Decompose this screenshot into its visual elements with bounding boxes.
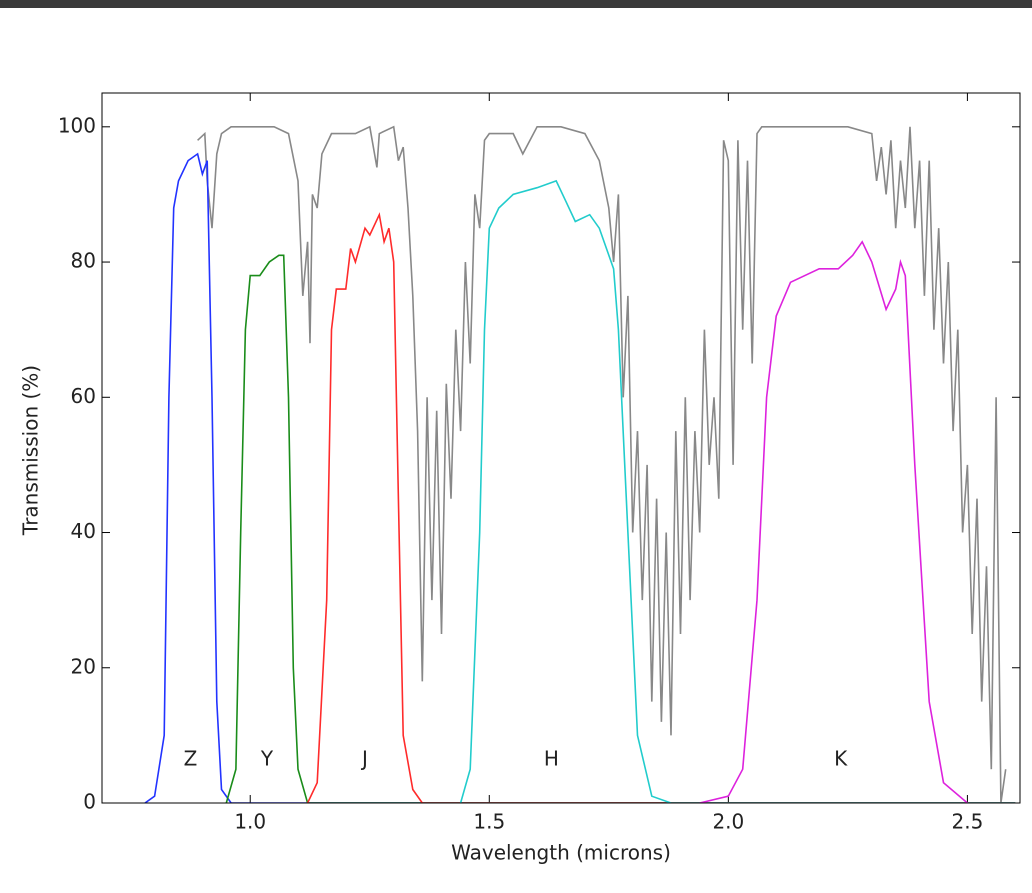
- y-tick-label: 80: [71, 249, 96, 273]
- y-tick-label: 40: [71, 519, 96, 543]
- x-tick-label: 2.5: [952, 810, 984, 834]
- band-label: Z: [184, 747, 198, 771]
- plot-frame: [101, 92, 1021, 804]
- band-label: K: [834, 747, 848, 771]
- x-tick-label: 1.5: [473, 810, 505, 834]
- y-axis-label: Transmission (%): [19, 365, 43, 536]
- y-tick-label: 60: [71, 384, 96, 408]
- top-strip: [0, 0, 1032, 8]
- band-label: J: [360, 747, 368, 771]
- band-label: Y: [260, 747, 274, 771]
- series-line: [459, 179, 1016, 803]
- x-axis-label: Wavelength (microns): [451, 841, 671, 865]
- series-line: [197, 125, 1007, 803]
- x-tick-label: 1.0: [234, 810, 266, 834]
- series-line: [144, 152, 1016, 803]
- y-tick-label: 20: [71, 654, 96, 678]
- series-line: [306, 212, 1016, 803]
- series-line: [225, 254, 1016, 803]
- x-tick-label: 2.0: [712, 810, 744, 834]
- band-label: H: [544, 747, 559, 771]
- y-tick-label: 0: [83, 790, 96, 814]
- y-tick-label: 100: [58, 113, 96, 137]
- series-line: [699, 240, 968, 803]
